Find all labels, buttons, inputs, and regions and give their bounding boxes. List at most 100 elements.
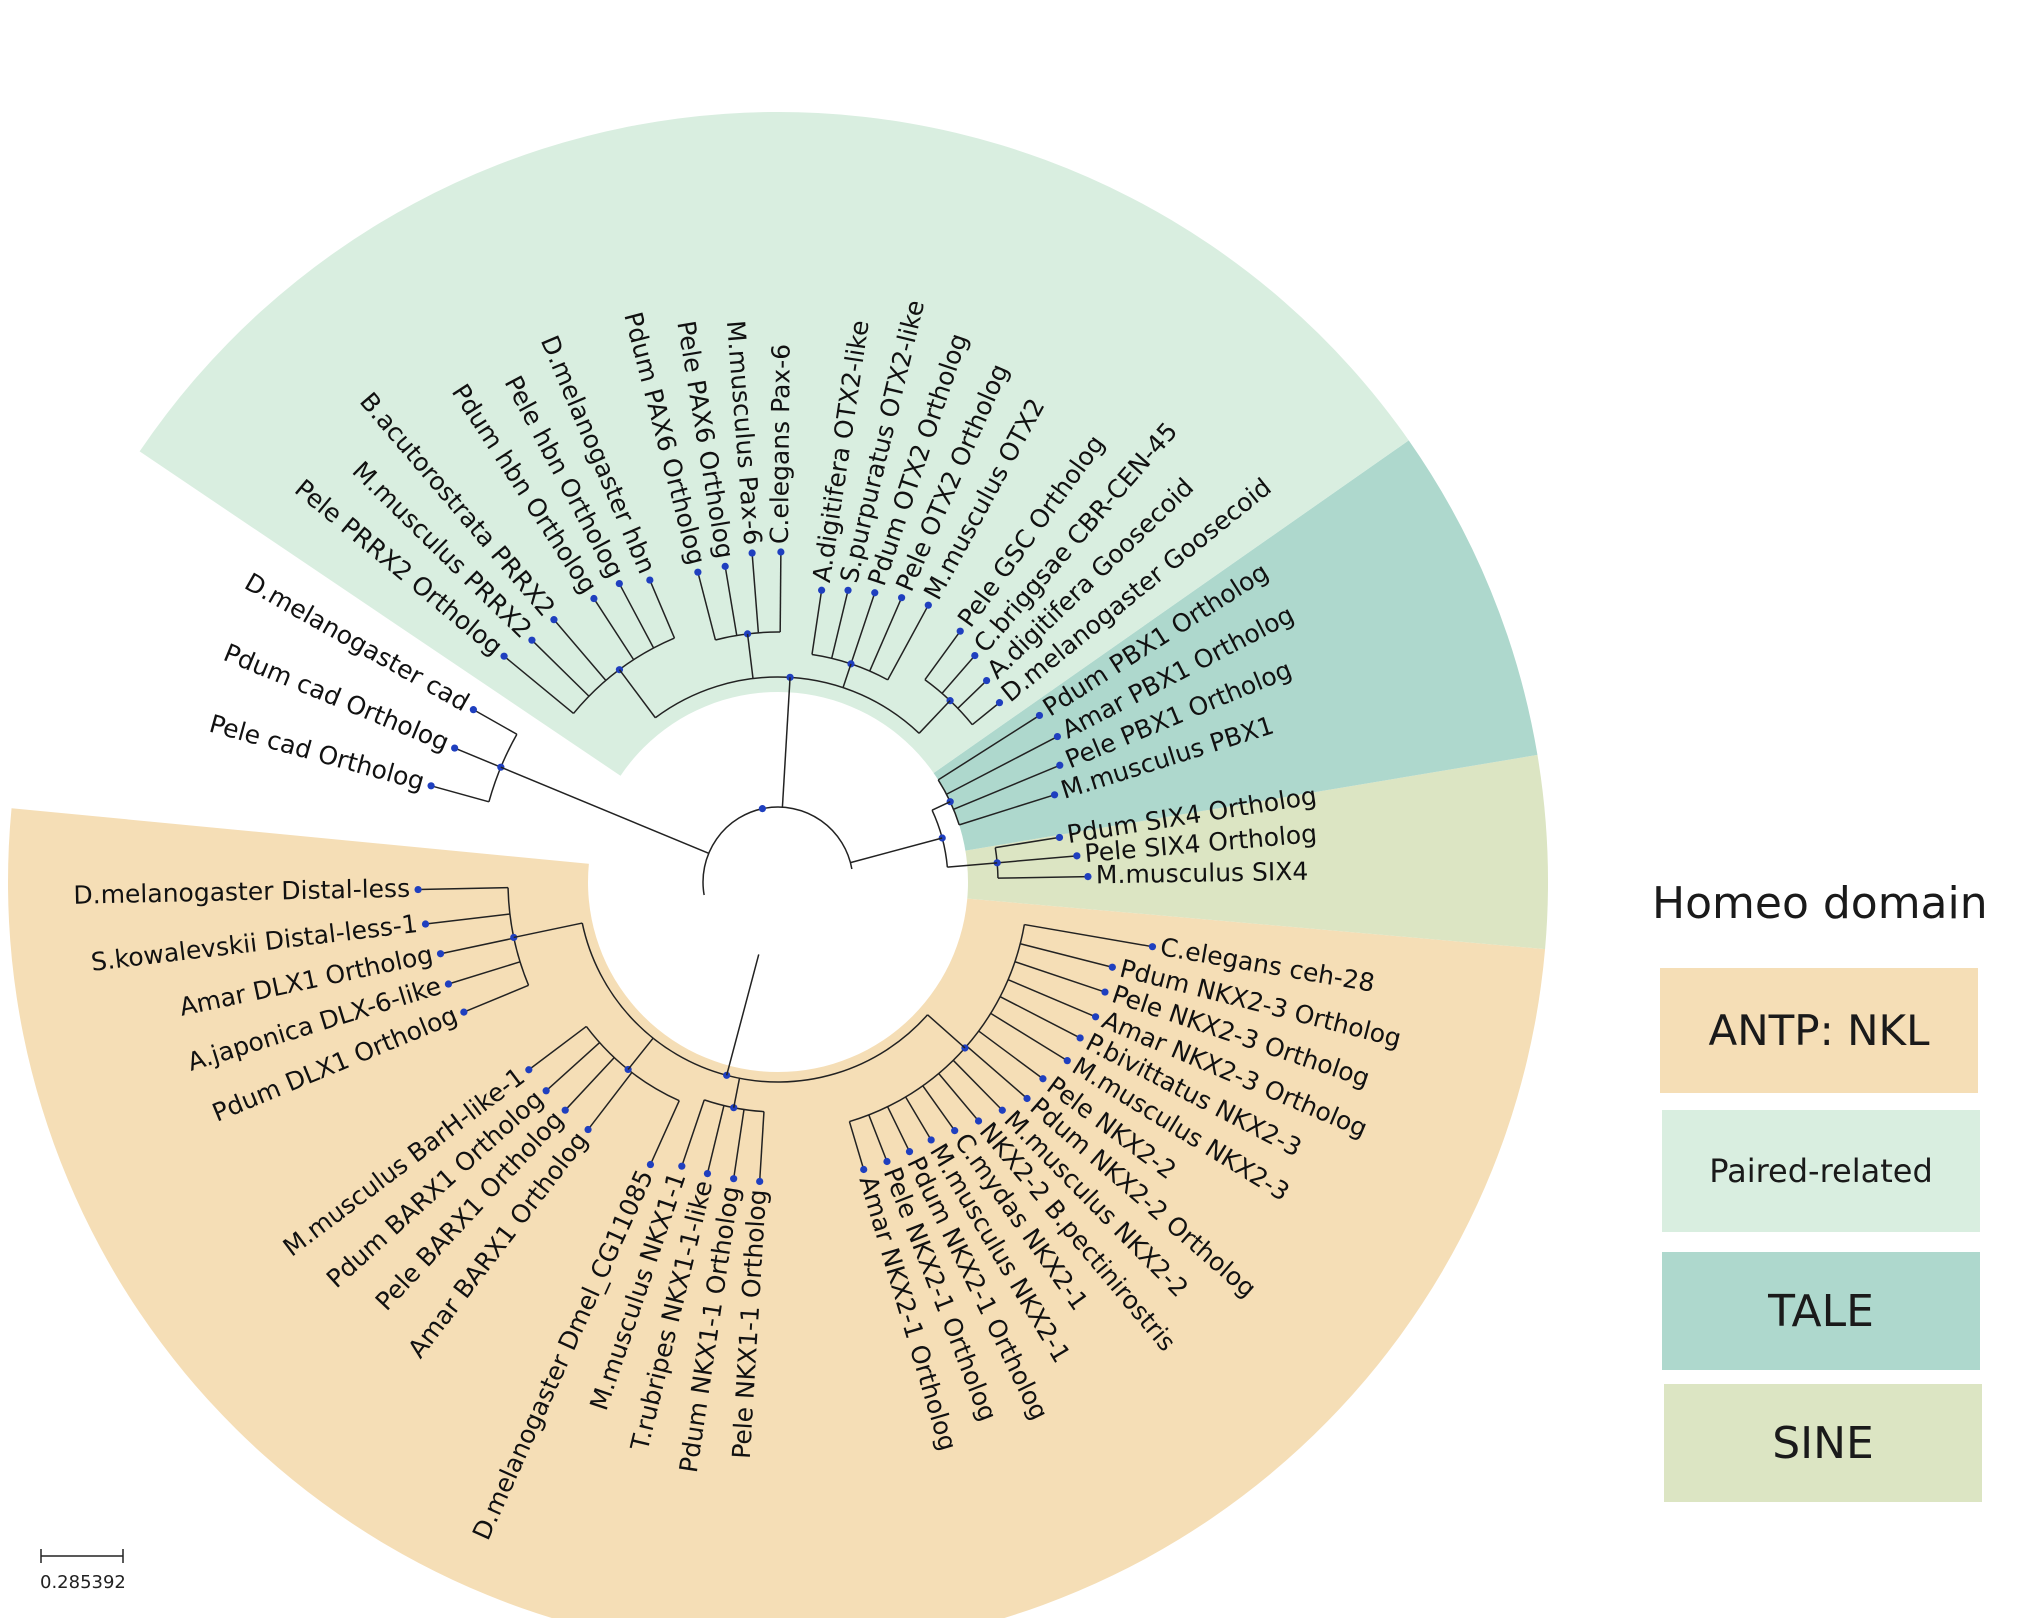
leaf-branch [440,937,515,955]
scale-bar: 0.285392 [40,1549,126,1593]
leaf-branch [990,1012,1068,1062]
leaf-branch [553,619,607,681]
legend-item-label: Paired-related [1709,1152,1933,1190]
leaf-branch [593,598,635,661]
legend-item-sine: SINE [1664,1384,1982,1502]
root-branch [850,837,943,864]
leaf-node [721,562,729,570]
leaf-branch [999,995,1081,1039]
leaf-branch [545,1042,601,1092]
leaf-branch [937,714,1040,781]
leaf-branch [848,1121,865,1170]
leaf-node [883,1157,891,1166]
leaf-branch [758,1111,765,1182]
internal-branch [746,633,754,679]
leaf-node [1039,1075,1047,1083]
leaf-node [678,1162,686,1170]
leaf-node [436,950,445,958]
leaf-node [703,1169,712,1178]
leaf-node [818,586,826,594]
leaf-node [951,1127,959,1135]
leaf-node [1101,988,1109,996]
internal-branch [732,1078,741,1108]
leaf-branch [922,1085,956,1132]
legend-item-label: SINE [1772,1417,1874,1469]
leaf-branch [463,984,529,1013]
clade-wedge-tale [900,440,1538,858]
leaf-branch [779,552,782,633]
leaf-branch [995,836,1060,849]
leaf-node [646,576,654,584]
leaf-branch [887,604,929,681]
leaf-branch [953,764,1061,810]
leaf-branch [454,747,502,768]
internal-branch [947,862,998,868]
leaf-branch [971,702,1000,726]
leaf-branch [830,590,849,659]
leaf-node [871,589,879,597]
leaf-node [860,1165,868,1174]
clade-wedge-antp-nkl [8,808,1546,1618]
leaf-branch [430,785,490,803]
leaf-branch [978,1030,1044,1080]
leaf-node [542,1087,550,1095]
leaf-node [528,636,536,644]
leaf-branch [503,655,574,715]
leaf-node [927,1136,935,1144]
internal-branch [627,1037,654,1070]
root-branch [781,677,791,808]
leaf-label: D.melanogaster Distal-less [73,874,410,910]
leaf-branch [528,1025,587,1071]
leaf-node [971,651,979,660]
leaf-branch [924,630,961,681]
leaf-node [1084,872,1092,881]
root-branch [725,954,760,1076]
internal-branch [927,1014,966,1049]
leaf-node [561,1106,569,1114]
tree-branches [414,548,1157,1186]
leaf-branch [1020,943,1113,968]
leaf-branch [418,886,509,891]
legend-item-paired-related: Paired-related [1662,1110,1980,1232]
leaf-node [525,1066,533,1074]
leaf-branch [997,875,1088,879]
leaf-node [451,744,459,752]
leaf-branch [649,1100,680,1165]
leaf-branch [886,1106,911,1152]
leaf-branch [649,579,676,639]
leaf-node [427,782,435,790]
leaf-node [444,980,453,988]
leaf-branch [941,655,976,694]
leaf-node [983,676,991,685]
internal-branch [513,922,583,939]
internal-branch [618,669,656,719]
legend-item-label: TALE [1768,1285,1874,1337]
leaf-node [1063,1057,1071,1065]
leaf-node [646,1160,655,1169]
legend-item-antp-nkl: ANTP: NKL [1660,968,1978,1093]
leaf-node [460,1008,468,1016]
leaf-node [1148,943,1157,951]
legend-title: Homeo domain [1652,878,1988,929]
leaf-branch [958,794,1055,826]
root-node [758,805,767,813]
leaf-branch [724,566,738,636]
leaf-branch [938,1073,980,1122]
leaf-node [924,601,932,609]
leaf-node [1091,1013,1100,1021]
tree-center-hole [588,692,968,1072]
legend-item-label: ANTP: NKL [1708,1006,1930,1055]
leaf-node [469,706,477,714]
leaf-branch [732,1109,745,1179]
internal-branch [842,663,852,688]
leaf-node [1056,761,1064,769]
leaf-branch [473,708,518,735]
leaf-node [1108,963,1116,971]
leaf-node [1035,711,1044,720]
leaf-branch [966,1045,1028,1100]
leaf-node [995,699,1004,707]
leaf-branch [952,1059,1003,1111]
leaf-node [844,586,852,594]
leaf-node [1053,732,1062,741]
